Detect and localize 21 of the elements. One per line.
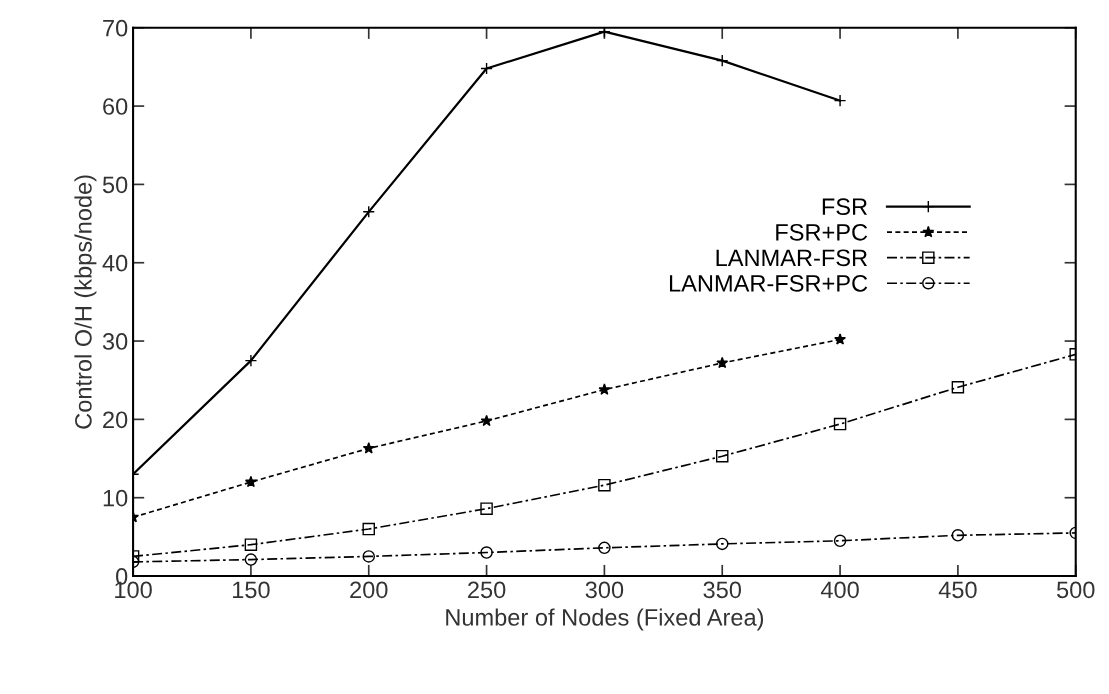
x-tick-label: 200 [350,581,388,599]
y-tick-label: 50 [102,176,128,194]
y-axis-title: Control O/H (kbps/node) [74,175,97,429]
legend-label: LANMAR-FSR+PC [669,275,868,292]
x-tick-label: 400 [820,581,859,599]
y-tick-label: 40 [102,254,128,272]
y-tick-label: 30 [102,333,128,350]
y-tick-label: 10 [103,489,128,507]
x-tick-label: 300 [585,581,624,599]
legend-label: LANMAR-FSR [716,249,868,267]
x-tick-label: 250 [468,581,506,599]
y-tick-label: 60 [103,98,128,115]
x-tick-label: 350 [703,581,742,599]
y-tick-label: 70 [103,19,128,37]
legend-label: FSR [822,198,868,216]
x-axis-title: Number of Nodes (Fixed Area) [446,608,764,631]
x-tick-label: 150 [233,581,270,599]
legend-label: FSR+PC [776,223,868,241]
y-tick-label: 20 [103,411,128,429]
x-tick-label: 500 [1056,581,1095,599]
x-tick-label: 450 [938,581,977,599]
